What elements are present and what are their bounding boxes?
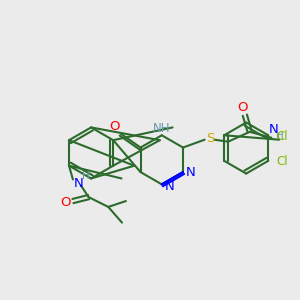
Text: N: N [186,166,196,178]
Text: N: N [165,180,175,193]
Text: N: N [74,177,84,190]
Text: H: H [276,131,284,141]
Text: O: O [238,101,248,114]
Text: H: H [82,170,90,181]
Text: N: N [268,123,278,136]
Text: NH: NH [153,122,170,135]
Text: O: O [109,120,119,134]
Text: Cl: Cl [276,155,288,168]
Text: Cl: Cl [276,130,288,143]
Text: O: O [60,196,70,209]
Text: S: S [206,132,215,145]
